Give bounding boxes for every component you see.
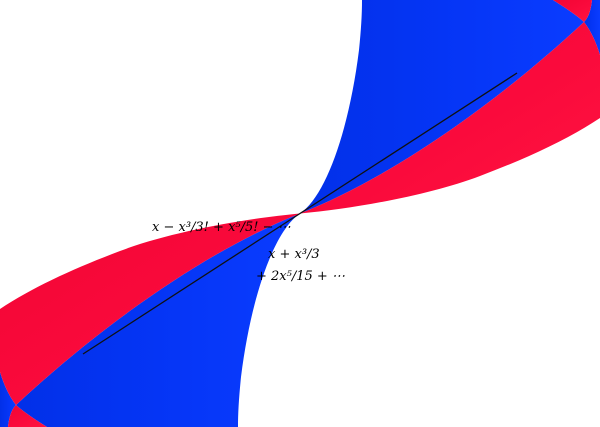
red-region-left <box>0 213 300 405</box>
blue-region-lower-left <box>16 213 300 427</box>
series-label-right-line2: + 2x⁵/15 + ⋯ <box>256 269 345 284</box>
blue-corner-bottom-left <box>0 372 16 427</box>
blue-region-upper-right <box>300 0 584 214</box>
series-label-right-line1: x + x³/3 <box>268 247 320 262</box>
red-wedge-bottom-left <box>8 405 47 427</box>
series-label-left: x − x³/3! + x⁵/5! − ⋯ <box>152 220 291 235</box>
blue-corner-top-right <box>584 0 600 55</box>
red-region-right <box>300 22 600 214</box>
red-wedge-top-right <box>553 0 592 22</box>
identity-line <box>82 72 518 355</box>
